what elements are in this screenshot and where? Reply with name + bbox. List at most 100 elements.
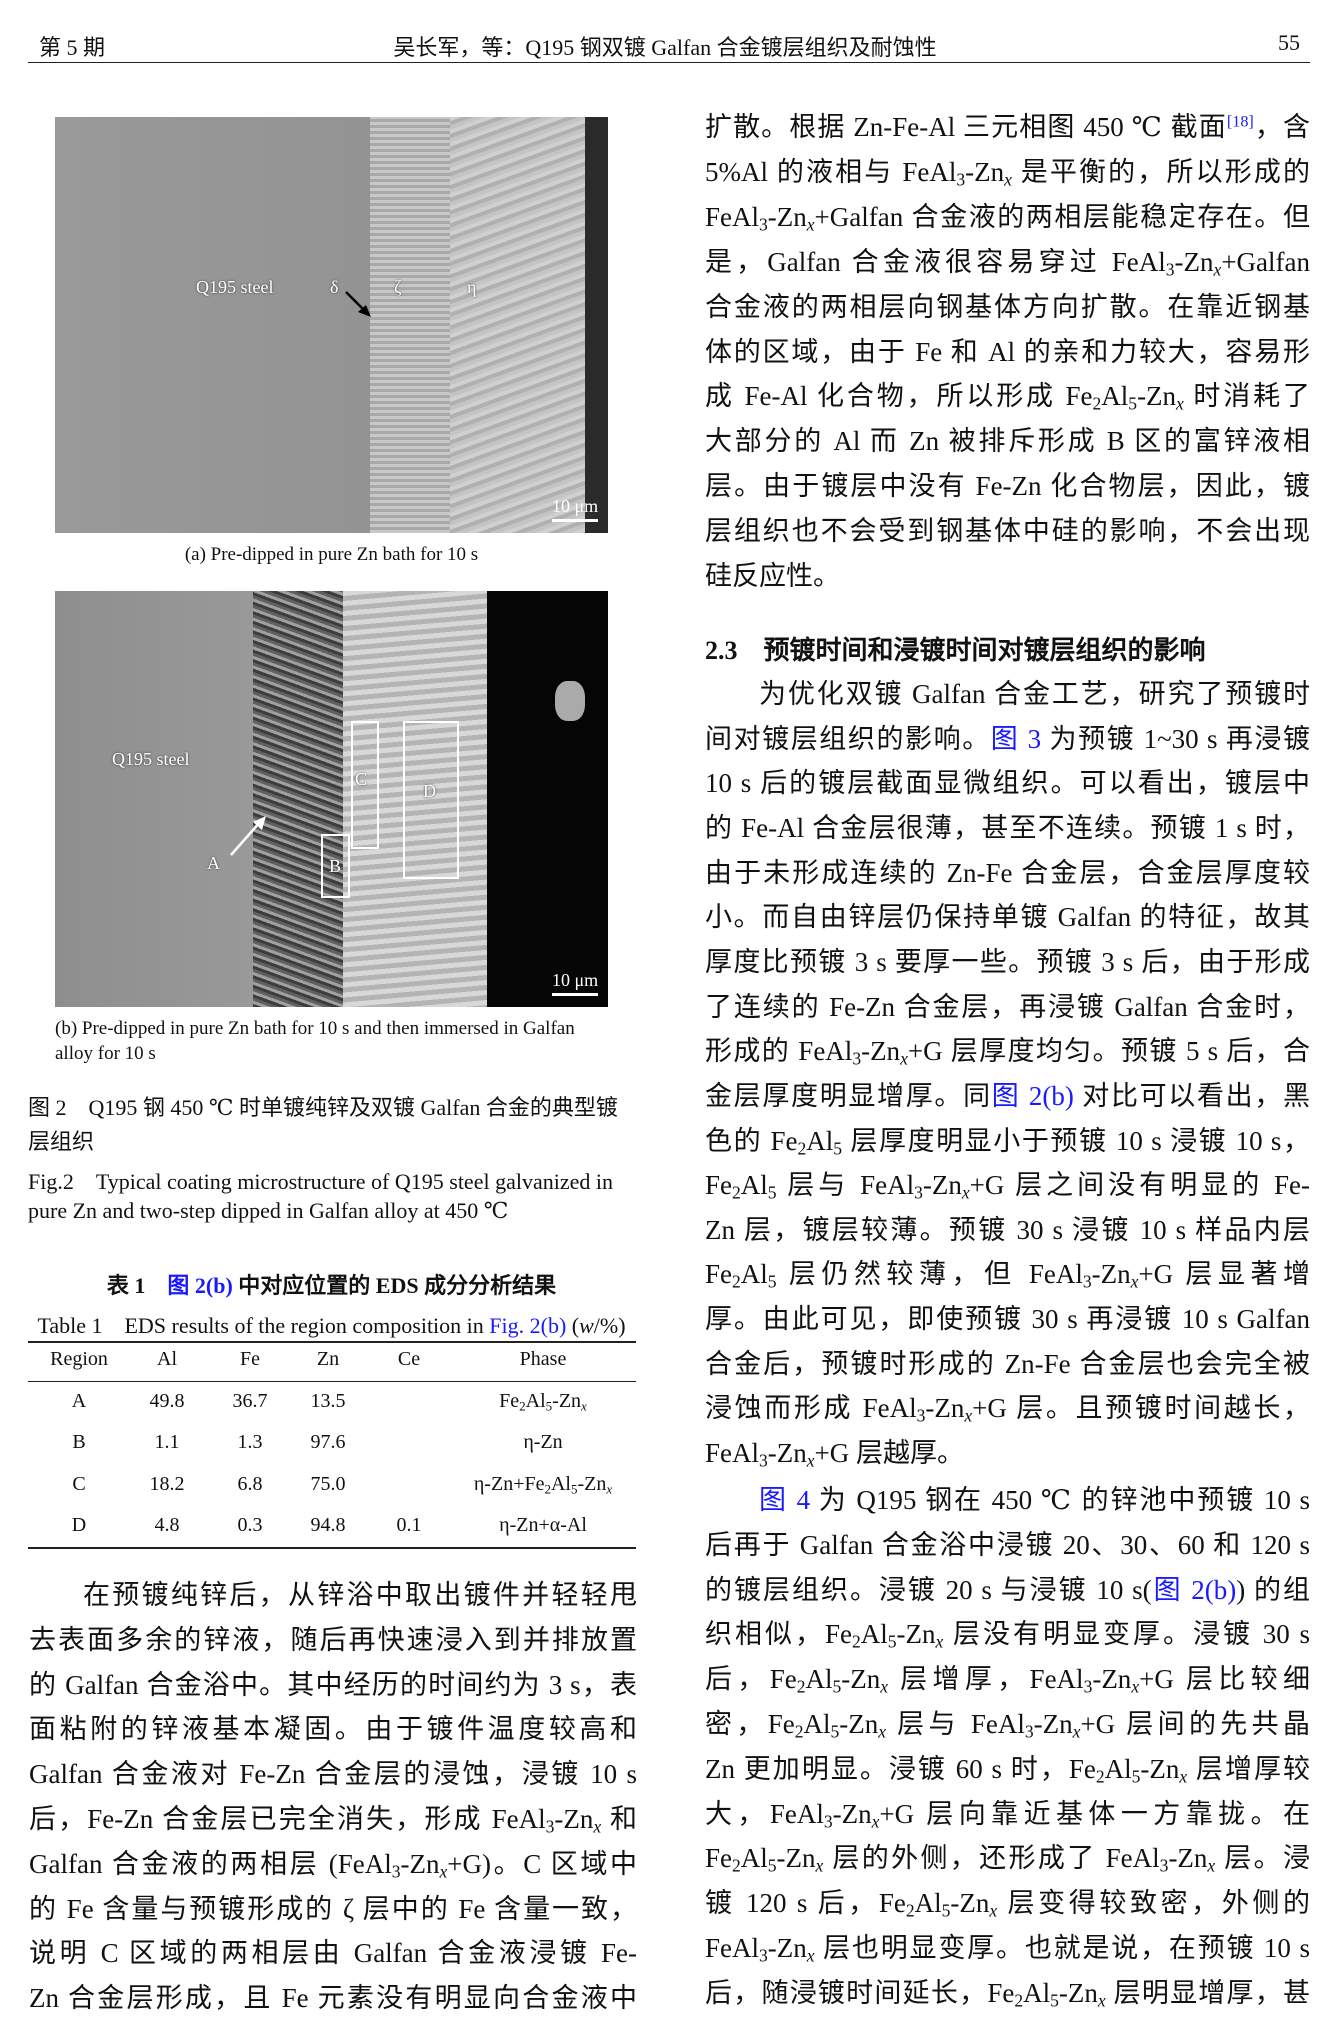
header-rule [28, 62, 1310, 63]
label-region-c: C [355, 769, 368, 789]
text-line: 为优化双镀 Galfan 合金工艺，研究了预镀时 [759, 679, 1310, 709]
section-heading: 2.3 预镀时间和浸镀时间对镀层组织的影响 [705, 630, 1206, 667]
text-line: 大部分的 Al 而 Zn 被排斥形成 B 区的富锌液相 [705, 426, 1310, 457]
table-header-cell: Zn [316, 1348, 340, 1370]
text-line: 说明 C 区域的两相层由 Galfan 合金液浸镀 Fe- [29, 1938, 637, 1969]
figure-link[interactable]: 图 2(b) [1151, 1574, 1237, 1605]
table-cell: 49.8 [149, 1390, 185, 1412]
table-cell: η-Zn+α-Al [499, 1514, 587, 1536]
text-line: 扩散。根据 Zn-Fe-Al 三元相图 450 ℃ 截面[18]，含 [705, 112, 1310, 142]
caption-b-line-1: (b) Pre-dipped in pure Zn bath for 10 s … [55, 1018, 575, 1039]
scale-bar-b: 10 μm [552, 970, 599, 996]
label-eta: η [467, 277, 477, 297]
table-cell: 1.3 [237, 1431, 263, 1453]
scale-bar-a: 10 μm [552, 496, 599, 522]
figure-link[interactable]: 图 2(b) [167, 1273, 233, 1298]
table-header-cell: Phase [519, 1348, 567, 1370]
text-line: Zn 更加明显。浸镀 60 s 时，Fe2Al5-Znx 层增厚较 [705, 1753, 1311, 1787]
table-header-cell: Al [157, 1348, 177, 1370]
caption-b-line-2: alloy for 10 s [55, 1043, 156, 1064]
text-line: 成 Fe-Al 化合物，所以形成 Fe2Al5-Znx 时消耗了 [705, 381, 1311, 414]
caption-a: (a) Pre-dipped in pure Zn bath for 10 s [184, 544, 479, 565]
label-q195-steel: Q195 steel [196, 277, 274, 297]
table-cell: 13.5 [310, 1390, 346, 1412]
text-line: 面粘附的锌液基本凝固。由于镀件温度较高和 [29, 1714, 637, 1745]
table-cell: 97.6 [310, 1431, 346, 1453]
table-header-rule [28, 1381, 636, 1382]
figure-caption-cn-2: 层组织 [28, 1129, 95, 1154]
table-cell: 94.8 [310, 1514, 346, 1536]
table-cell: 0.1 [396, 1514, 422, 1536]
text-line: 厚。由此可见，即使预镀 30 s 再浸镀 10 s Galfan [705, 1304, 1310, 1335]
text-line: 镀 120 s 后，Fe2Al5-Znx 层变得较致密，外侧的 [705, 1888, 1310, 1921]
table-top-rule [28, 1341, 636, 1343]
text-line: 合金液的两相层向钢基体方向扩散。在靠近钢基 [705, 291, 1310, 322]
label-q195-steel-b: Q195 steel [112, 749, 190, 769]
table-cell: 0.3 [237, 1514, 263, 1536]
text-line: 在预镀纯锌后，从锌浴中取出镀件并轻轻甩 [83, 1580, 637, 1610]
figure-link[interactable]: Fig. 2(b) [489, 1313, 567, 1338]
text-line: 织相似，Fe2Al5-Znx 层没有明显变厚。浸镀 30 s [705, 1619, 1311, 1652]
table-cell: 75.0 [310, 1473, 346, 1495]
table-cell: B [72, 1431, 86, 1453]
table-cell: C [72, 1473, 86, 1495]
text-line: Galfan 合金液对 Fe-Zn 合金层的浸蚀，浸镀 10 s [29, 1759, 637, 1790]
figure-caption-cn-1: 图 2 Q195 钢 450 ℃ 时单镀纯锌及双镀 Galfan 合金的典型镀 [28, 1095, 618, 1120]
figure-link[interactable]: 图 3 [990, 723, 1042, 754]
running-title: 吴长军，等：Q195 钢双镀 Galfan 合金镀层组织及耐蚀性 [393, 35, 937, 60]
text-line: 了连续的 Fe-Zn 合金层，再浸镀 Galfan 合金时， [705, 991, 1310, 1022]
text-line: 层。由于镀层中没有 Fe-Zn 化合物层，因此，镀 [705, 471, 1310, 502]
text-line: 间对镀层组织的影响。图 3 为预镀 1~30 s 再浸镀 [705, 723, 1310, 754]
table-cell: 6.8 [237, 1473, 263, 1495]
text-line: 图 4 为 Q195 钢在 450 ℃ 的锌池中预镀 10 s [759, 1485, 1310, 1515]
figure-caption-en-1: Fig.2 Typical coating microstructure of … [28, 1169, 613, 1194]
figure-link[interactable]: 图 2(b) [991, 1080, 1074, 1111]
text-line: Fe2Al5 层仍然较薄，但 FeAl3-Znx+G 层显著增 [705, 1259, 1311, 1292]
text-line: Galfan 合金液的两相层 (FeAl3-Znx+G)。C 区域中 [29, 1848, 637, 1882]
text-line: 金层厚度明显增厚。同图 2(b) 对比可以看出，黑 [705, 1080, 1311, 1111]
figure-link[interactable]: 图 4 [759, 1485, 811, 1515]
text-line: 浸蚀而形成 FeAl3-Znx+G 层。且预镀时间越长， [705, 1393, 1310, 1426]
text-line: Zn 合金层形成，且 Fe 元素没有明显向合金液中 [29, 1983, 637, 2014]
text-line: 形成的 FeAl3-Znx+G 层厚度均匀。预镀 5 s 后，合 [705, 1036, 1311, 1069]
text-line: 层组织也不会受到钢基体中硅的影响，不会出现 [705, 516, 1310, 547]
label-region-d: D [423, 781, 436, 801]
text-line: 5%Al 的液相与 FeAl3-Znx 是平衡的，所以形成的 [705, 156, 1310, 190]
text-line: 硅反应性。 [705, 561, 840, 591]
text-line: 的 Fe-Al 合金层很薄，甚至不连续。预镀 1 s 时， [705, 812, 1310, 843]
region-c-box [351, 721, 379, 849]
table-cell: η-Zn+Fe2Al5-Znx [473, 1473, 613, 1497]
text-line: FeAl3-Znx+G 层越厚。 [705, 1438, 965, 1471]
text-line: 后，随浸镀时间延长，Fe2Al5-Znx 层明显增厚，甚 [705, 1977, 1311, 2011]
text-line: 10 s 后的镀层截面显微组织。可以看出，镀层中 [705, 768, 1310, 799]
text-line: 后再于 Galfan 合金浴中浸镀 20、30、60 和 120 s [705, 1529, 1310, 1560]
table-cell: 4.8 [154, 1514, 180, 1536]
page-number: 55 [1278, 30, 1300, 55]
micrograph-a [55, 117, 608, 533]
label-region-b: B [329, 856, 342, 876]
text-line: 的 Fe 含量与预镀形成的 ζ 层中的 Fe 含量一致， [29, 1893, 637, 1924]
label-delta: δ [330, 277, 339, 297]
text-line: 密，Fe2Al5-Znx 层与 FeAl3-Znx+G 层间的先共晶 [705, 1709, 1311, 1742]
text-line: 后，Fe2Al5-Znx 层增厚，FeAl3-Znx+G 层比较细 [705, 1664, 1311, 1697]
text-line: 是，Galfan 合金液很容易穿过 FeAl3-Znx+Galfan [705, 246, 1310, 280]
table-cell: D [71, 1514, 87, 1536]
arrow-icon [345, 291, 371, 317]
text-line: Fe2Al5 层与 FeAl3-Znx+G 层之间没有明显的 Fe- [705, 1170, 1310, 1203]
issue-number: 第 5 期 [39, 35, 106, 60]
table-cell: Fe2Al5-Znx [499, 1390, 587, 1414]
text-line: 体的区域，由于 Fe 和 Al 的亲和力较大，容易形 [705, 336, 1310, 367]
table-header-cell: Region [50, 1348, 108, 1370]
scale-bar-label: 10 μm [552, 496, 599, 516]
table-bottom-rule [28, 1547, 636, 1549]
section-title: 预镀时间和浸镀时间对镀层组织的影响 [763, 636, 1206, 665]
table-title-en: Table 1 EDS results of the region compos… [37, 1313, 626, 1338]
figure-caption-en-2: pure Zn and two-step dipped in Galfan al… [28, 1198, 509, 1223]
text-line: FeAl3-Znx+Galfan 合金液的两相层能稳定存在。但 [705, 201, 1310, 235]
region-b-box [321, 834, 350, 898]
table-cell: 18.2 [149, 1473, 185, 1495]
table-cell: 1.1 [154, 1431, 180, 1453]
text-line: 由于未形成连续的 Zn-Fe 合金层，合金层厚度较 [705, 857, 1310, 888]
text-line: 去表面多余的锌液，随后再快速浸入到并排放置 [29, 1624, 637, 1655]
table-cell: A [71, 1390, 87, 1412]
